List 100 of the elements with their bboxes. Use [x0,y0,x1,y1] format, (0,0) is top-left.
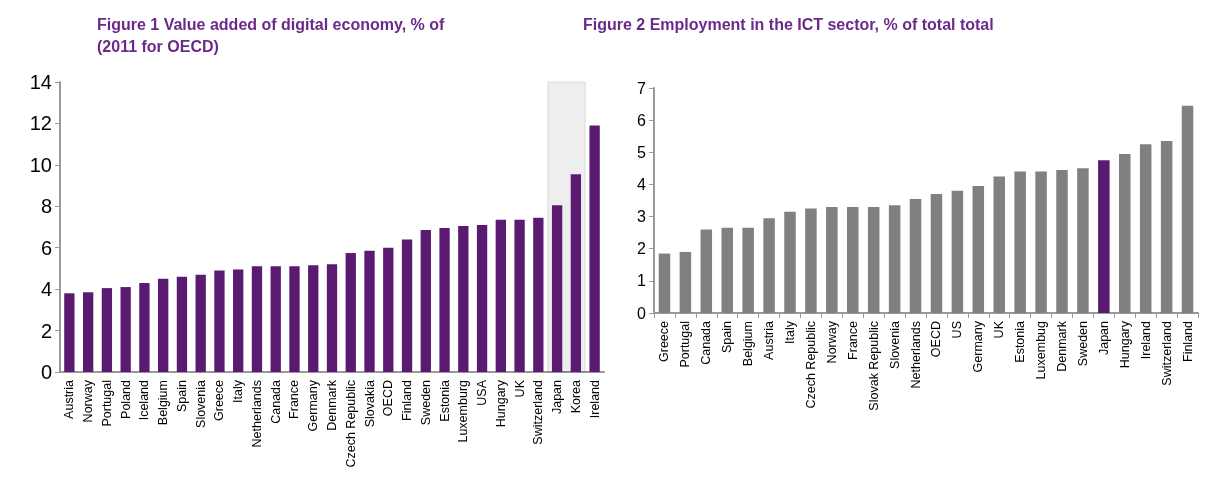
bar [214,270,225,372]
x-tick-label: Netherlands [908,321,923,389]
bar [364,250,375,372]
y-tick-label: 2 [40,319,52,342]
x-tick-label: UK [512,379,527,398]
y-tick-label: 10 [29,153,52,176]
bar [930,194,943,313]
x-tick-label: Switzerland [531,379,546,445]
bar [1014,171,1026,313]
x-tick-label: Portugal [99,380,114,427]
y-tick-label: 0 [637,304,647,322]
x-tick-label: Belgium [741,321,756,367]
x-tick-label: Slovakia [362,379,377,428]
x-tick-label: Ireland [1138,320,1153,360]
x-tick-label: Portugal [678,321,693,368]
bar [195,274,206,372]
x-tick-label: Sweden [1075,320,1090,367]
x-tick-label: Italy [783,320,797,344]
bar [784,211,796,313]
y-tick-label: 7 [637,79,647,97]
bar [308,265,319,372]
bar [233,269,244,372]
x-tick-label: Greece [657,320,672,362]
x-tick-label: Slovenia [193,379,208,428]
x-tick-label: Canada [699,320,714,365]
chart-title: Figure 1 Value added of digital economy, % of (2011 for OECD) [97,15,445,55]
x-tick-label: Netherlands [249,380,264,448]
bar [570,174,582,372]
x-tick-label: Spain [174,379,189,412]
bar [742,227,754,313]
y-tick-label: 8 [40,195,52,218]
bar [805,208,817,313]
bar [721,227,733,313]
bar [551,205,563,372]
x-tick-label: OECD [929,321,944,358]
bar [1056,169,1068,313]
x-tick-label: Canada [268,379,283,424]
y-tick-label: 12 [29,112,52,135]
x-tick-label: OECD [381,380,396,417]
bar [101,288,113,372]
x-tick-label: Luxembug [1034,320,1049,380]
bar [679,251,692,313]
x-tick-label: Luxemburg [456,379,471,443]
y-tick-label: 2 [637,240,647,258]
x-tick-label: Iceland [137,379,152,421]
x-tick-label: Finland [400,379,415,421]
x-tick-label: Poland [118,379,133,419]
bar [251,266,263,372]
bar [658,253,671,313]
bar [495,219,506,372]
y-tick-label: 3 [637,208,647,226]
bar [64,293,75,372]
bar [270,266,281,372]
bar [1077,168,1089,313]
x-tick-label: Austria [62,379,77,419]
bar [1098,160,1110,313]
bar [1119,153,1131,313]
bar [345,252,356,372]
bar [700,229,713,313]
x-tick-label: France [845,320,860,360]
y-tick-label: 1 [637,272,647,290]
bar [847,206,859,313]
bar [420,230,431,372]
y-tick-label: 4 [637,175,647,193]
bar [888,205,901,313]
bar [289,266,300,372]
bar [826,206,838,313]
x-tick-label: Switzerland [1159,320,1174,386]
bar [82,292,94,372]
x-tick-label: UK [992,320,1007,339]
bar [514,219,525,372]
bar [476,224,488,372]
x-tick-label: Korea [568,379,583,414]
x-tick-label: USA [475,379,490,406]
bar [176,276,188,372]
bar [867,206,880,313]
x-tick-label: Hungary [493,379,508,428]
x-tick-label: Ireland [587,379,602,419]
x-tick-label: Denmark [325,379,339,431]
x-tick-label: US [950,321,965,339]
x-tick-label: Finland [1180,320,1195,362]
bar [120,287,131,372]
bar [972,186,985,313]
x-tick-label: Norway [824,320,839,364]
bar [1035,171,1047,313]
bar [993,176,1005,313]
bar [533,217,544,372]
x-tick-label: Hungary [1117,320,1132,369]
bar [326,264,338,372]
x-tick-label: Spain [720,320,735,353]
bar [589,125,600,372]
x-tick-label: Czech Republic [803,321,818,409]
y-tick-label: 6 [637,111,647,129]
x-tick-label: Germany [971,320,986,373]
x-tick-label: Estonia [437,379,452,422]
x-tick-label: Slovenia [887,320,902,369]
bar [458,225,469,372]
x-tick-label: Japan [1096,320,1111,356]
bar [1139,144,1152,313]
bar [951,190,964,313]
